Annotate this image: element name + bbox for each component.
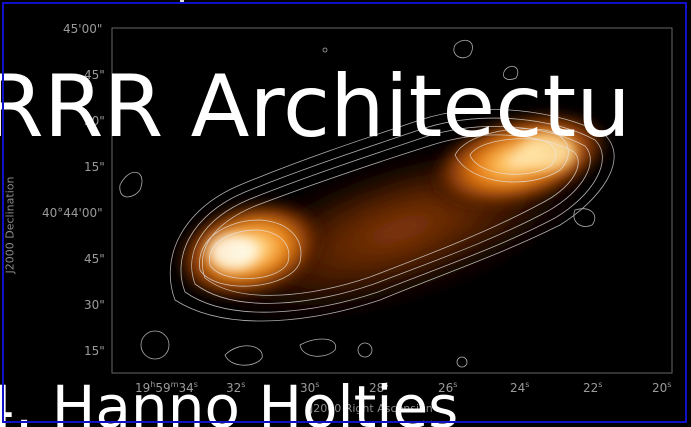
y-axis-title: J2000 Declination <box>4 177 17 274</box>
x-tick-label: 20s <box>652 380 671 395</box>
slide-subtitle: 4. Hanno Holties <box>0 378 458 427</box>
top-marker <box>180 0 184 3</box>
y-tick-label: 40°44'00" <box>42 206 103 220</box>
y-tick-label: 45'00" <box>63 22 102 36</box>
y-tick-label: 45" <box>84 252 105 266</box>
y-tick-label: 15" <box>84 344 105 358</box>
y-tick-label: 15" <box>84 160 105 174</box>
x-tick-label: 24s <box>510 380 529 395</box>
y-tick-label: 30" <box>84 298 105 312</box>
x-tick-label: 22s <box>583 380 602 395</box>
slide-title: RRR Architectu <box>0 64 631 150</box>
west-hotspot <box>208 234 256 270</box>
